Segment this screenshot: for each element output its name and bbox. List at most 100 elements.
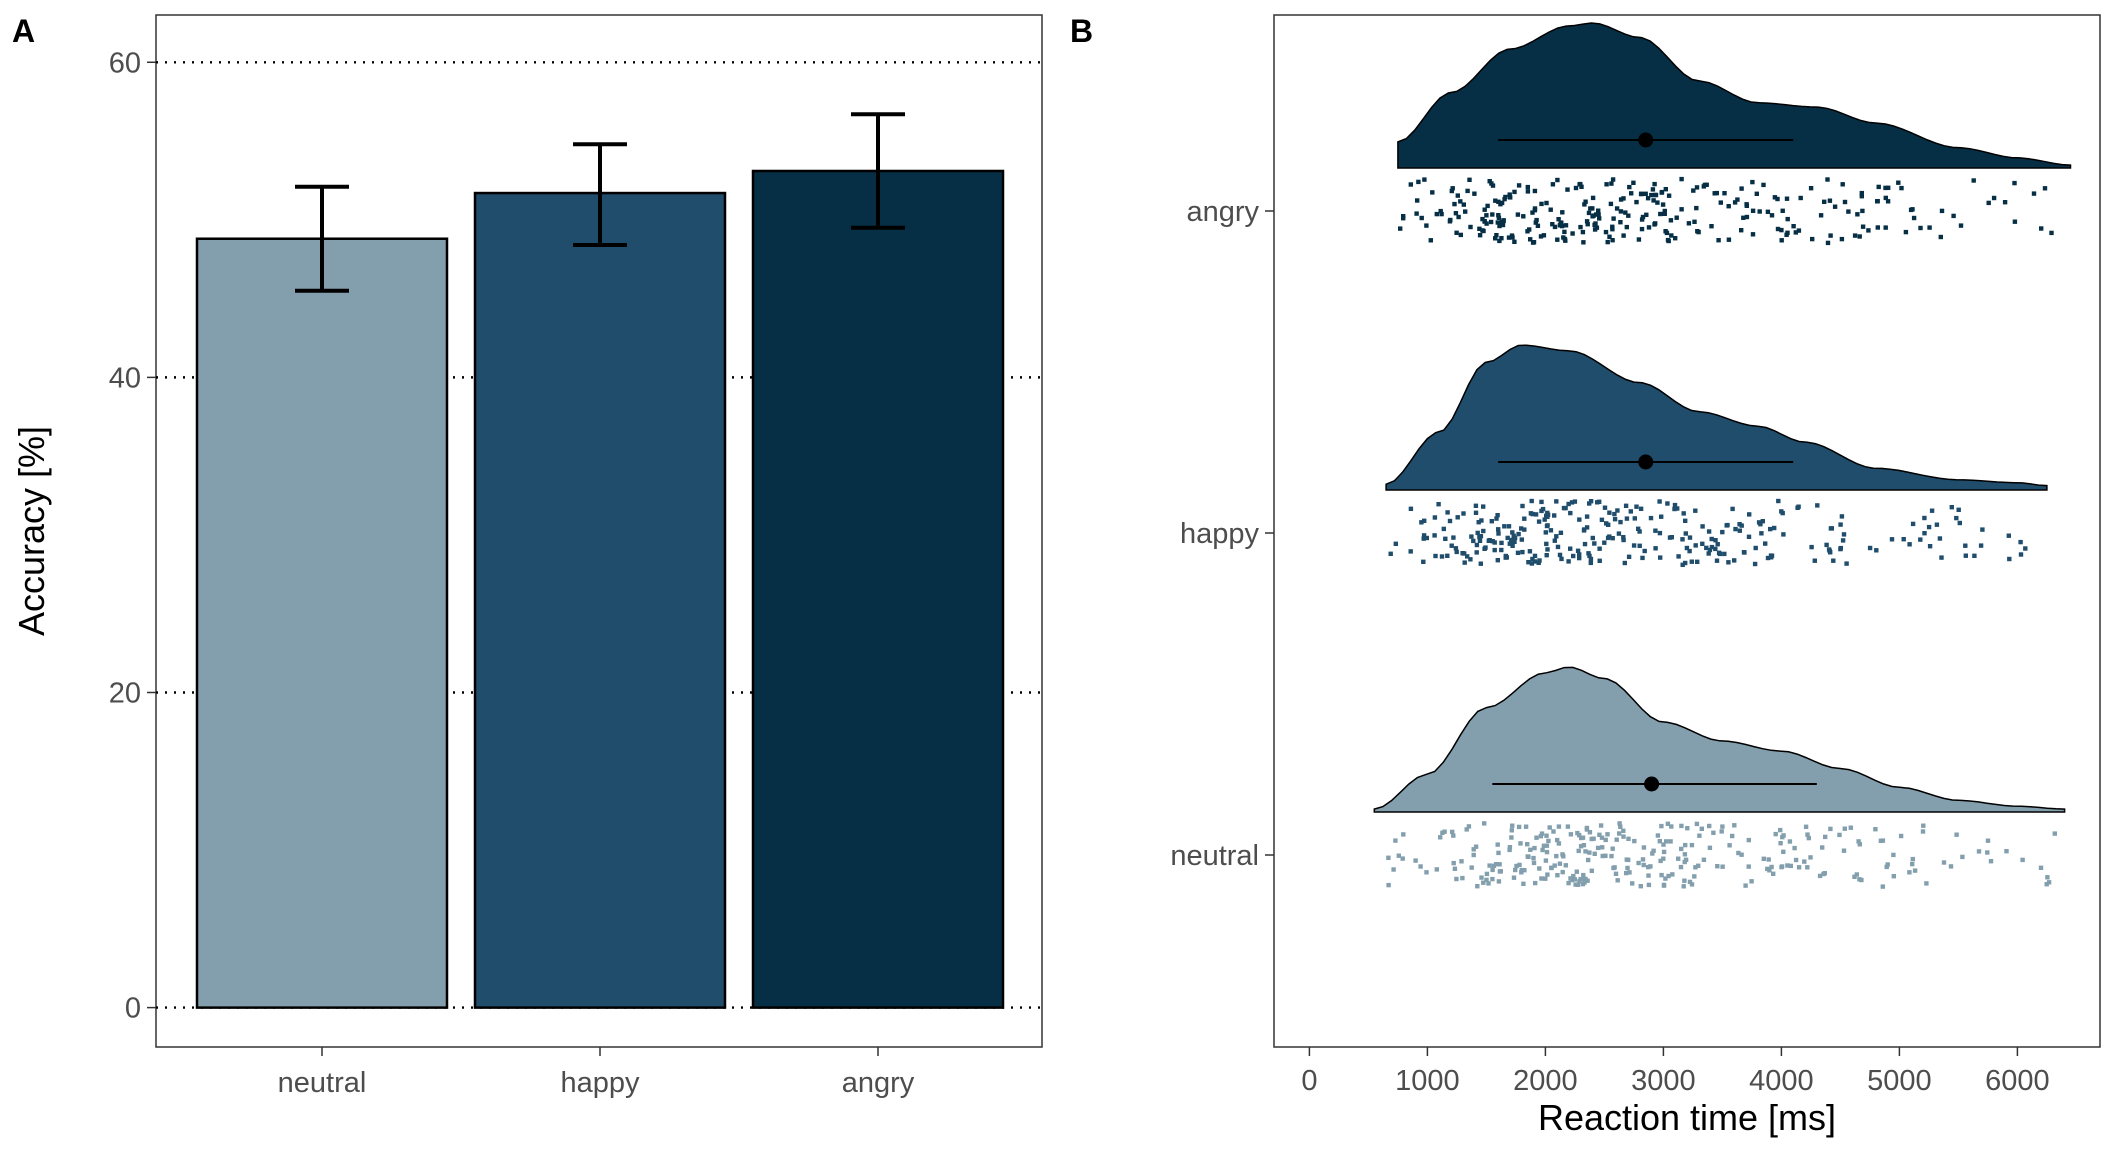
point-neutral: [1533, 880, 1538, 886]
point-happy: [1421, 536, 1426, 541]
point-happy: [1595, 500, 1600, 505]
point-angry: [1639, 226, 1645, 232]
point-neutral: [1587, 830, 1593, 835]
point-angry: [1716, 238, 1721, 243]
point-happy: [1542, 517, 1547, 522]
point-happy: [1809, 544, 1814, 550]
point-neutral: [1496, 850, 1501, 856]
point-happy: [1510, 543, 1515, 548]
density-cloud-neutral: [1373, 666, 2066, 813]
point-neutral: [1497, 862, 1502, 867]
panel-b-y-tick-label-angry: angry: [1186, 196, 1259, 228]
point-neutral: [1985, 838, 1991, 843]
point-neutral: [1396, 853, 1401, 858]
point-angry: [1750, 179, 1755, 185]
point-neutral: [1572, 877, 1577, 882]
panel-b: neutral happy angry 0 1000 2000 3000 4000 5000 6…: [1170, 14, 2101, 1138]
point-neutral: [1976, 849, 1982, 854]
point-happy: [1689, 559, 1694, 564]
point-happy: [1537, 558, 1542, 563]
point-angry: [1739, 186, 1744, 191]
point-neutral: [1610, 846, 1615, 851]
point-neutral: [1682, 859, 1687, 865]
point-happy: [1658, 555, 1663, 560]
point-happy: [1545, 547, 1550, 552]
point-happy: [1408, 506, 1414, 511]
point-angry: [1818, 213, 1824, 218]
point-neutral: [1401, 832, 1406, 837]
point-neutral: [1479, 875, 1484, 880]
panel-b-frame: [1273, 14, 2101, 1048]
point-happy: [1844, 561, 1849, 566]
point-angry: [1452, 201, 1457, 207]
point-happy: [1421, 559, 1426, 564]
point-angry: [1472, 191, 1477, 196]
point-angry: [1784, 232, 1789, 237]
point-angry: [1663, 229, 1668, 234]
point-neutral: [1609, 853, 1614, 859]
point-neutral: [1568, 876, 1573, 881]
point-happy: [1838, 545, 1843, 551]
point-neutral: [1599, 835, 1605, 840]
point-angry: [1516, 183, 1522, 188]
point-neutral: [1941, 860, 1947, 865]
point-neutral: [1689, 842, 1695, 848]
point-angry: [2042, 186, 2048, 191]
point-happy: [1536, 560, 1541, 565]
point-happy: [1781, 532, 1786, 537]
panel-b-x-tick-label-5000: 5000: [1867, 1065, 1932, 1097]
point-angry: [1555, 237, 1560, 242]
point-neutral: [1611, 865, 1616, 871]
point-angry: [1663, 187, 1668, 192]
point-happy: [1540, 506, 1546, 512]
point-angry: [1669, 233, 1674, 238]
point-angry: [1842, 199, 1848, 205]
point-happy: [1441, 526, 1446, 532]
point-angry: [1455, 193, 1460, 198]
point-happy: [1628, 509, 1633, 514]
point-happy: [1657, 499, 1662, 504]
point-neutral: [1988, 859, 1994, 864]
point-happy: [1462, 551, 1467, 556]
point-angry: [1649, 192, 1654, 198]
point-neutral: [1670, 872, 1675, 877]
point-neutral: [1551, 829, 1556, 834]
point-happy: [1529, 561, 1535, 566]
point-angry: [1525, 189, 1531, 194]
point-happy: [1439, 554, 1445, 559]
point-neutral: [1837, 832, 1842, 838]
point-neutral: [1661, 882, 1667, 888]
point-neutral: [1490, 876, 1495, 882]
point-angry: [1636, 237, 1642, 242]
point-neutral: [1746, 864, 1751, 869]
point-happy: [1978, 543, 1984, 548]
point-happy: [1934, 522, 1940, 527]
point-angry: [1624, 224, 1629, 230]
point-neutral: [1856, 839, 1861, 844]
point-happy: [1490, 539, 1495, 544]
point-neutral: [1557, 861, 1563, 866]
point-angry: [1500, 222, 1506, 228]
point-happy: [1659, 514, 1664, 519]
point-happy: [1557, 552, 1563, 558]
point-neutral: [1513, 867, 1518, 873]
point-angry: [1621, 233, 1626, 238]
point-angry: [1512, 239, 1517, 244]
point-happy: [1733, 526, 1738, 532]
point-angry: [1556, 217, 1561, 222]
point-angry: [1875, 225, 1880, 230]
point-angry: [1686, 221, 1692, 226]
point-happy: [1922, 531, 1927, 536]
point-angry: [1482, 207, 1487, 212]
point-angry: [1581, 240, 1586, 245]
point-angry: [1596, 212, 1601, 217]
point-happy: [1432, 515, 1438, 520]
point-angry: [1769, 213, 1775, 218]
point-angry: [1501, 218, 1506, 223]
point-neutral: [1591, 836, 1596, 841]
point-angry: [1605, 239, 1610, 245]
error-bar-angry: [851, 112, 905, 230]
point-neutral: [1778, 827, 1783, 833]
point-angry: [1532, 208, 1538, 213]
point-neutral: [1584, 825, 1590, 831]
